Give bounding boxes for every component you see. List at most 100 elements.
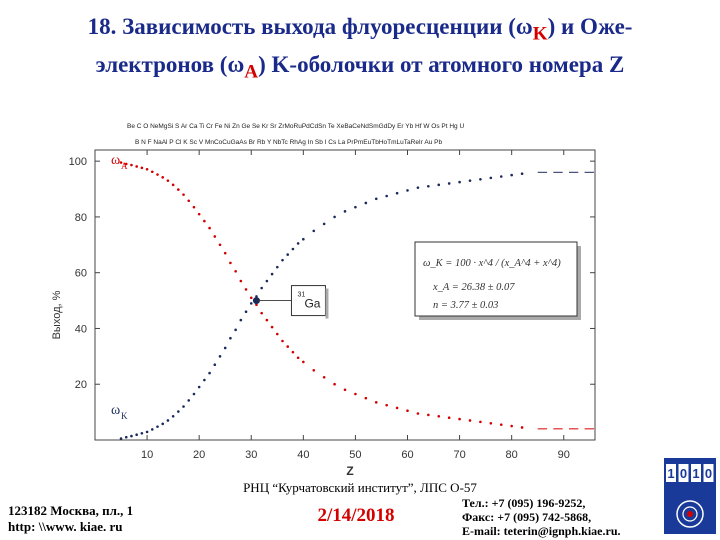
- element-row-bottom: B N F NaAl P Cl K Sc V MnCoCuGaAs Br Rb …: [135, 139, 442, 146]
- logo-digit: 1: [692, 466, 699, 481]
- x-tick-label: 20: [193, 449, 205, 461]
- data-point: [192, 392, 196, 396]
- data-point: [166, 419, 170, 422]
- data-point: [124, 435, 128, 439]
- data-point: [489, 176, 493, 180]
- axis-ticks: 10 20 30 40 50 60 70 80 90 20 40 60 80 100: [69, 150, 595, 461]
- data-point: [218, 355, 222, 358]
- data-point: [312, 229, 316, 233]
- data-point: [187, 399, 191, 402]
- data-point: [244, 288, 248, 291]
- data-point: [427, 184, 430, 188]
- logo-digit-cell: [678, 464, 689, 482]
- data-point: [130, 434, 133, 438]
- email-link[interactable]: E-mail: teterin@ignph.kiae.ru.: [462, 524, 621, 538]
- data-point: [479, 420, 482, 424]
- data-point: [265, 318, 269, 322]
- data-point: [135, 433, 138, 437]
- data-point: [223, 251, 227, 255]
- data-point: [260, 311, 263, 315]
- series-label-a-sub: A: [121, 161, 128, 171]
- data-point: [218, 243, 222, 247]
- data-point: [260, 286, 263, 290]
- data-point: [182, 405, 185, 408]
- data-point: [286, 253, 290, 256]
- address-line: 123182 Москва, пл., 1: [8, 503, 134, 518]
- x-tick-label: 90: [558, 449, 570, 461]
- title-line-1: 18. Зависимость выхода флуоресценции (ωK…: [87, 14, 633, 45]
- data-point: [520, 172, 524, 176]
- x-axis-label: Z: [346, 464, 353, 478]
- data-point: [291, 350, 295, 354]
- data-point: [140, 166, 144, 170]
- data-point: [249, 296, 253, 300]
- data-point: [208, 226, 211, 230]
- data-point: [354, 205, 357, 209]
- y-tick-label: 80: [75, 212, 87, 224]
- data-point: [364, 201, 368, 205]
- data-point: [255, 303, 258, 307]
- data-point: [302, 360, 305, 364]
- data-point: [343, 388, 347, 392]
- highlight-box-shadow: [325, 288, 329, 319]
- logo-digit: 0: [705, 466, 712, 481]
- data-point: [322, 375, 326, 379]
- data-point: [150, 428, 154, 431]
- data-point: [208, 371, 211, 375]
- data-point: [203, 219, 206, 223]
- series-label-a: ω: [111, 153, 120, 168]
- data-point: [177, 410, 180, 413]
- data-point: [354, 392, 357, 396]
- data-point: [145, 430, 149, 434]
- x-tick-label: 30: [245, 449, 257, 461]
- y-tick-label: 20: [75, 379, 87, 391]
- logo-digit: 1: [667, 466, 674, 481]
- data-point: [213, 363, 217, 367]
- data-point: [291, 247, 295, 251]
- data-point: [239, 279, 243, 283]
- data-point: [275, 332, 279, 336]
- data-point: [364, 396, 368, 400]
- data-point: [135, 165, 138, 168]
- data-point: [281, 339, 284, 343]
- data-point: [275, 265, 279, 269]
- data-point: [223, 346, 227, 350]
- data-point: [416, 412, 420, 415]
- data-point: [255, 295, 258, 298]
- data-point: [343, 210, 347, 213]
- data-point: [510, 424, 513, 428]
- series-label-k-sub: K: [121, 411, 128, 421]
- phone-number: Тел.: +7 (095) 196-9252,: [462, 496, 586, 510]
- data-point: [239, 318, 243, 322]
- y-tick-label: 40: [75, 323, 87, 335]
- title-line-2: электронов (ωA) K-оболочки от атомного н…: [95, 51, 625, 83]
- data-point: [447, 416, 451, 419]
- data-point: [119, 437, 123, 440]
- data-point: [150, 170, 154, 174]
- data-point: [479, 177, 482, 181]
- series-layer: [119, 161, 594, 440]
- series-A: [119, 161, 594, 430]
- website-link[interactable]: http: \\www. kiae. ru: [8, 519, 123, 534]
- data-point: [244, 310, 248, 314]
- title-sub-a: A: [244, 61, 259, 83]
- data-point: [489, 421, 493, 425]
- slide-date: 2/14/2018: [317, 505, 395, 526]
- data-point: [406, 189, 409, 192]
- logo-digit-cell: [666, 464, 676, 482]
- data-point: [145, 167, 149, 171]
- data-point: [302, 237, 305, 241]
- x-tick-label: 10: [141, 449, 153, 461]
- data-point: [499, 423, 503, 426]
- data-point: [270, 325, 274, 329]
- y-tick-label: 100: [69, 156, 87, 168]
- data-point: [416, 186, 420, 189]
- data-point: [312, 368, 316, 372]
- title-sub-k: K: [532, 23, 548, 45]
- data-point: [234, 328, 237, 332]
- data-point: [281, 258, 284, 262]
- data-point: [197, 385, 201, 389]
- formula-line-2: x_A = 26.38 ± 0.07: [432, 282, 515, 293]
